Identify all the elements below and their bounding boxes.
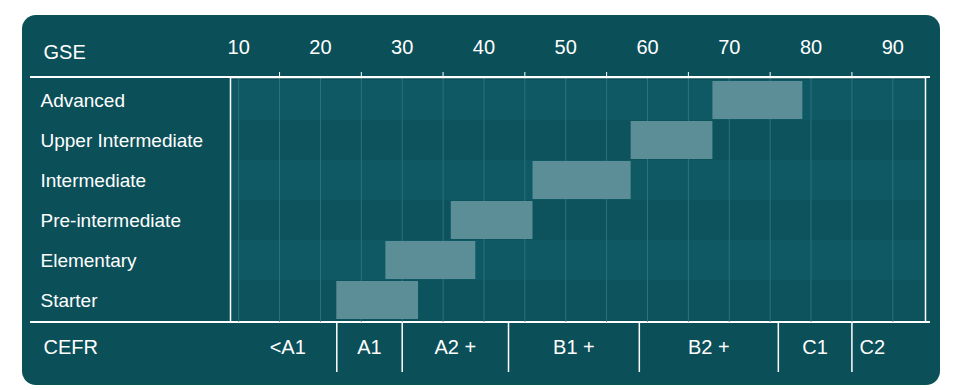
svg-text:70: 70 [718, 36, 740, 58]
svg-text:B2 +: B2 + [688, 336, 730, 358]
svg-text:Upper Intermediate: Upper Intermediate [41, 130, 204, 151]
svg-text:30: 30 [391, 36, 413, 58]
svg-text:<A1: <A1 [270, 336, 306, 358]
svg-text:50: 50 [555, 36, 577, 58]
svg-text:Intermediate: Intermediate [41, 170, 147, 191]
svg-text:90: 90 [882, 36, 904, 58]
svg-text:C2: C2 [860, 336, 886, 358]
svg-text:80: 80 [800, 36, 822, 58]
svg-text:60: 60 [636, 36, 658, 58]
svg-text:40: 40 [473, 36, 495, 58]
svg-text:C1: C1 [802, 336, 828, 358]
svg-text:10: 10 [228, 36, 250, 58]
svg-text:Pre-intermediate: Pre-intermediate [41, 210, 181, 231]
svg-text:A1: A1 [357, 336, 381, 358]
svg-text:Starter: Starter [41, 290, 99, 311]
svg-text:CEFR: CEFR [44, 336, 98, 358]
svg-text:Elementary: Elementary [41, 250, 138, 271]
svg-text:B1 +: B1 + [553, 336, 595, 358]
svg-text:A2 +: A2 + [435, 336, 477, 358]
svg-text:20: 20 [309, 36, 331, 58]
svg-text:Advanced: Advanced [41, 90, 126, 111]
svg-text:GSE: GSE [44, 41, 86, 63]
